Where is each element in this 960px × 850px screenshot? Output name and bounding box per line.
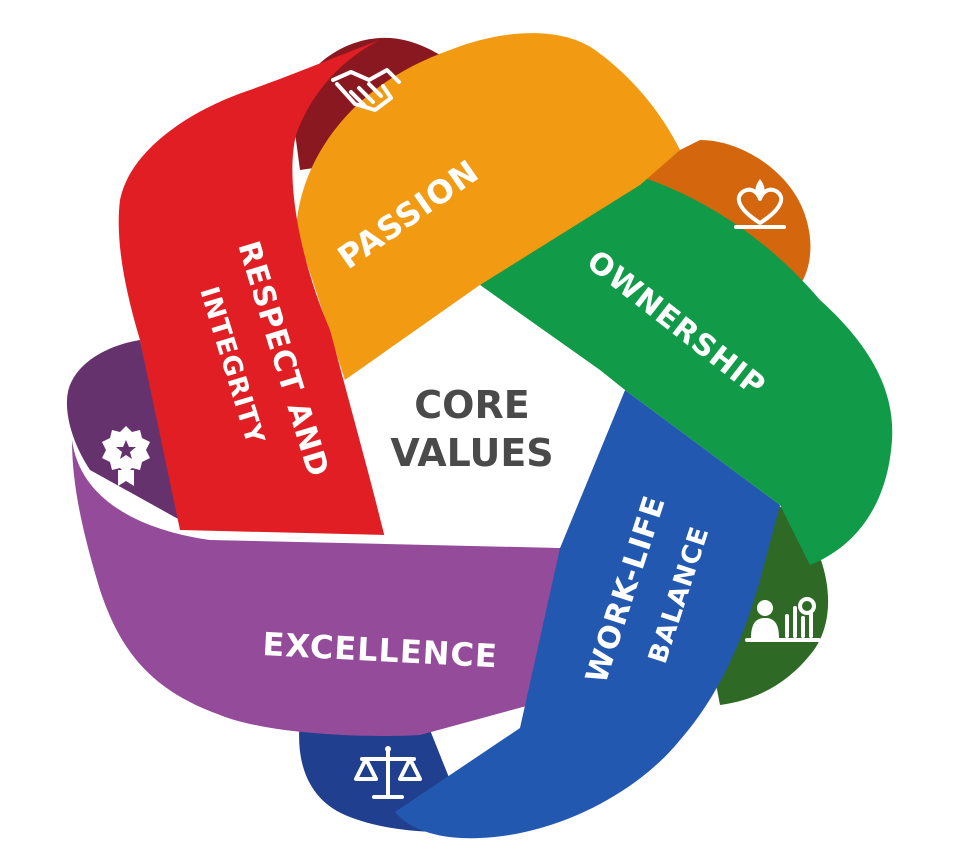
work-life-band bbox=[395, 390, 780, 839]
passion-band bbox=[296, 33, 680, 380]
excellence-band bbox=[72, 440, 585, 736]
handshake-icon bbox=[331, 68, 401, 112]
respect-band bbox=[118, 40, 386, 535]
center-title-line1: CORE bbox=[414, 383, 529, 427]
ownership-band bbox=[480, 170, 893, 565]
heart-candle-icon bbox=[734, 179, 786, 229]
scales-icon bbox=[354, 746, 422, 799]
award-badge-icon bbox=[102, 426, 150, 486]
businessman-chart-icon bbox=[745, 597, 821, 642]
center-title-line2: VALUES bbox=[390, 431, 553, 475]
center-pentagon bbox=[345, 285, 625, 548]
